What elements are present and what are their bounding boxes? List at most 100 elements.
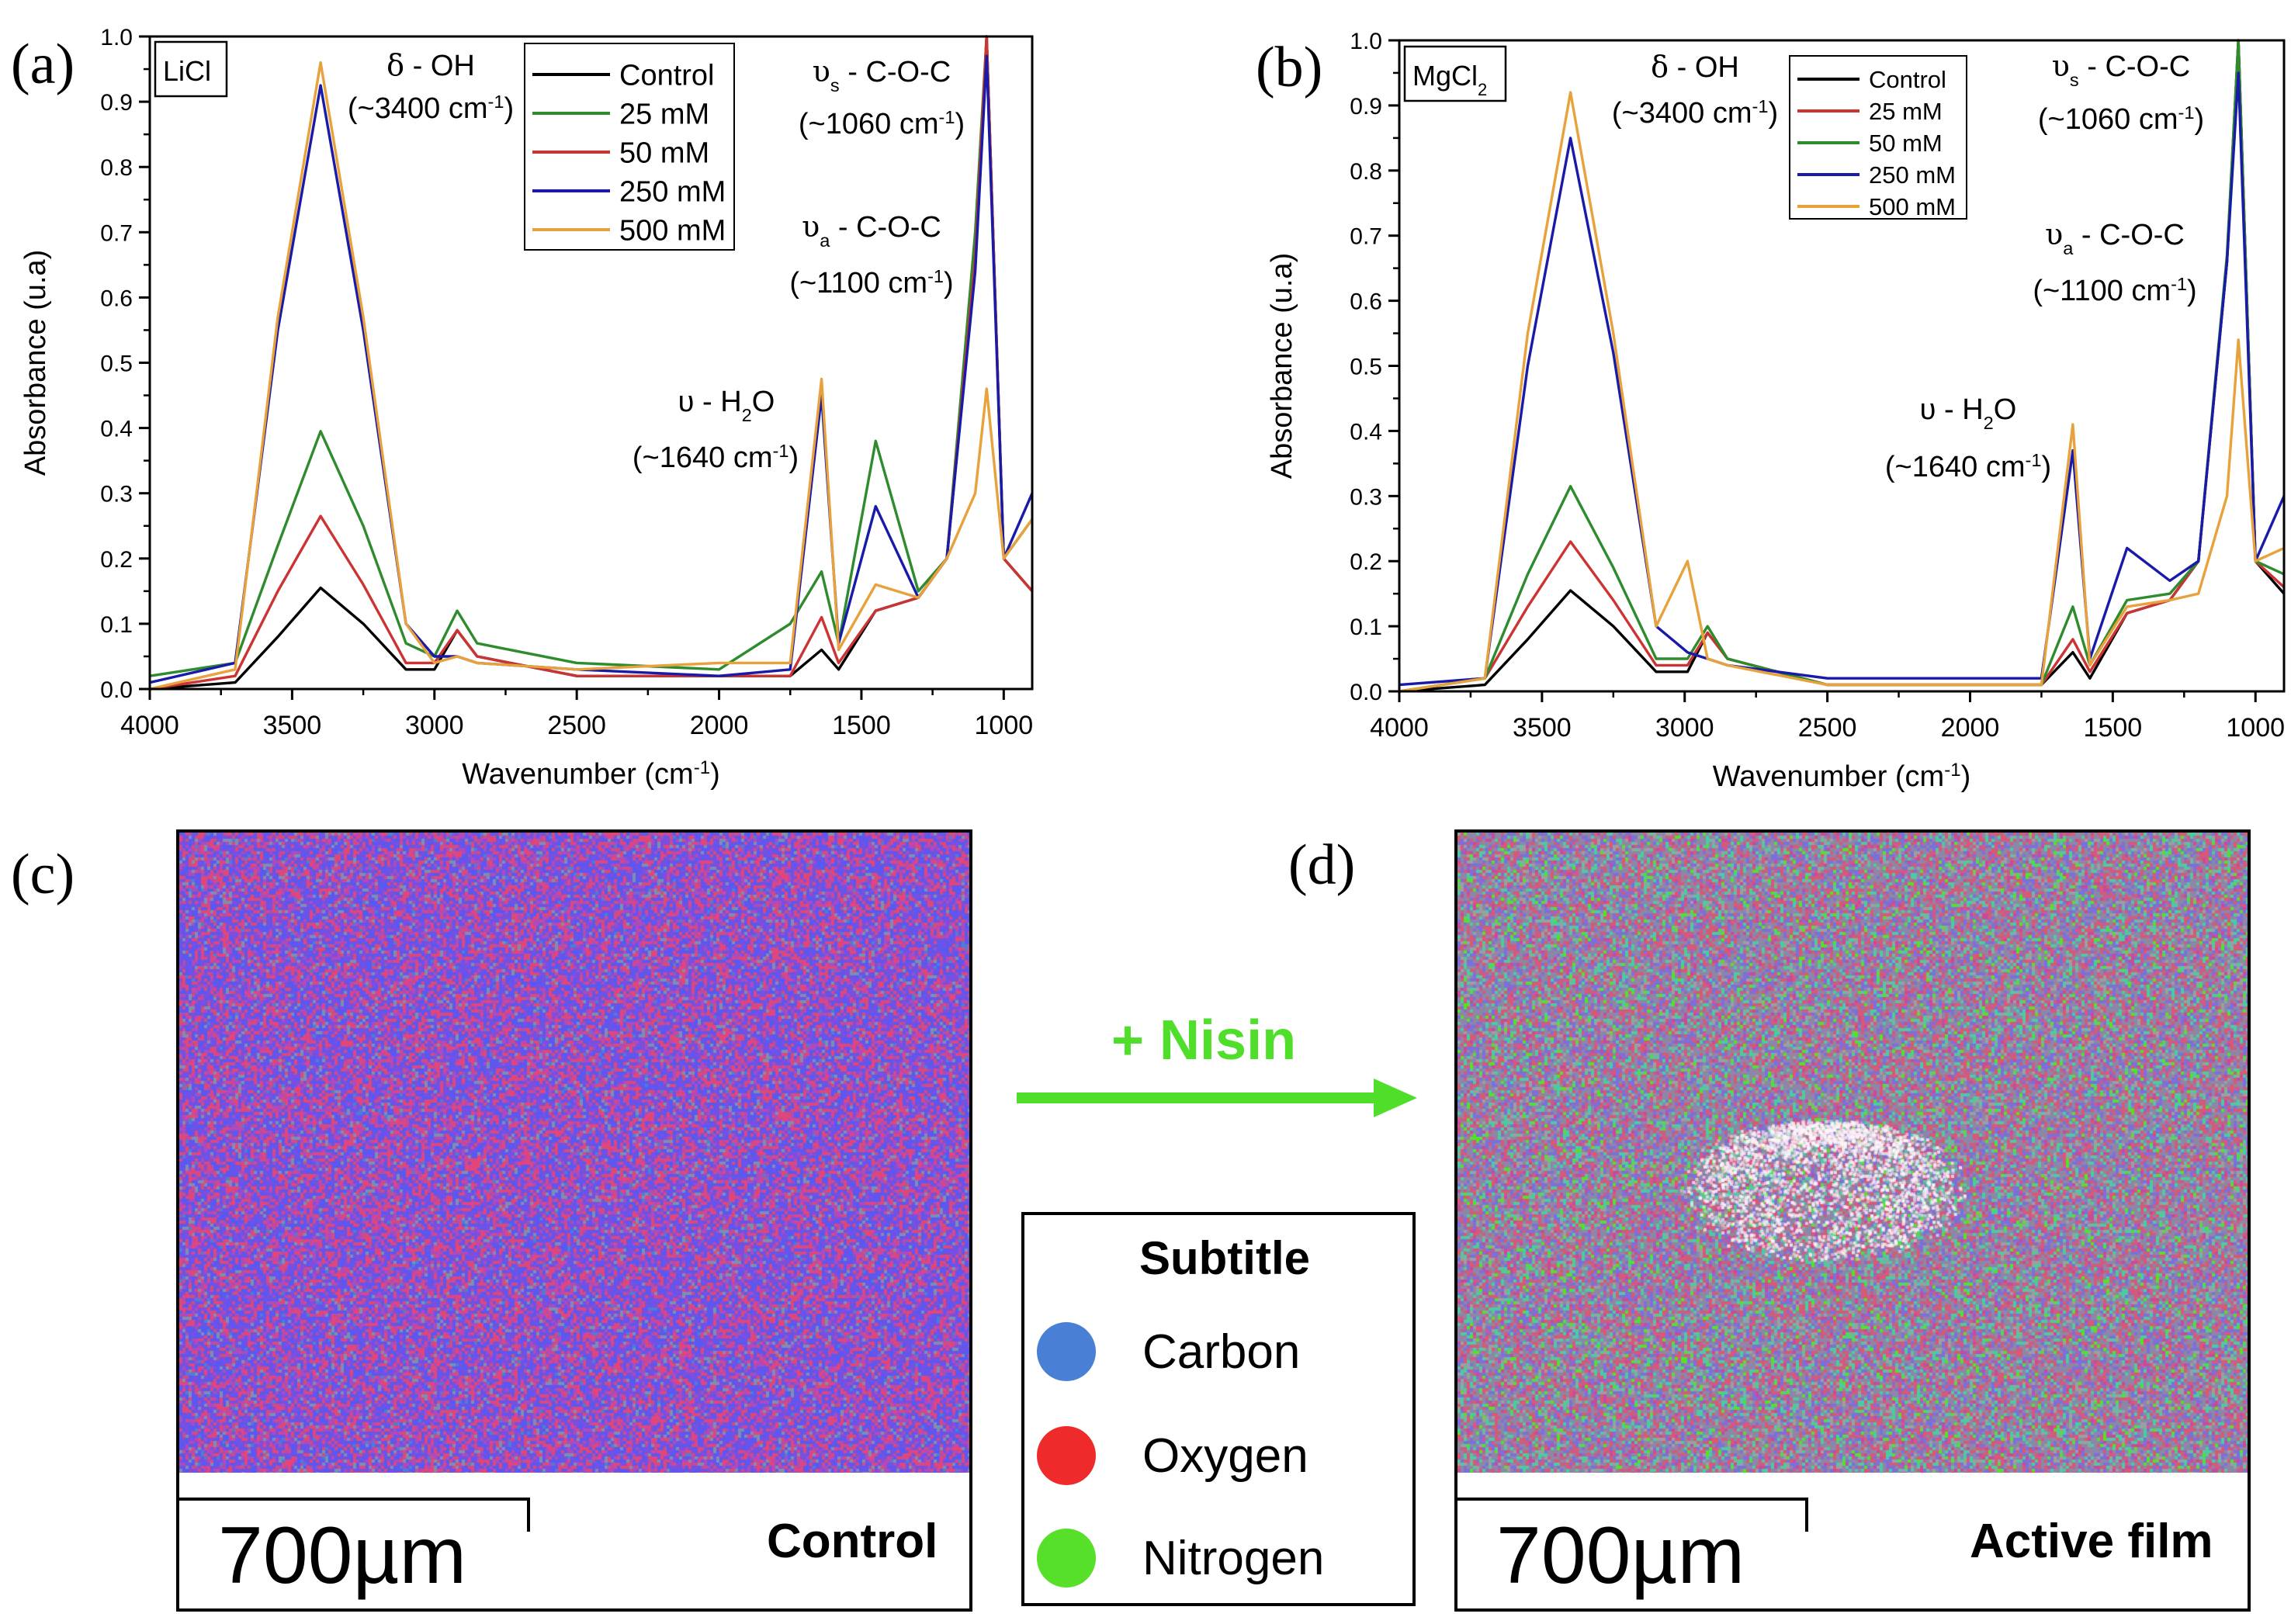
annotation-main: υa - C-O-C xyxy=(2045,217,2185,258)
x-tick-label: 3000 xyxy=(1655,713,1714,743)
y-tick-label: 1.0 xyxy=(100,25,133,50)
legend-entry: Control xyxy=(619,60,715,92)
ftir-chart-mgcl2: 4000 3500 3000 2500 2000 1500 1000 0.0 0.1 0.2 0.3… xyxy=(1266,29,2286,794)
element-legend-title: Subtitle xyxy=(1139,1232,1310,1284)
x-tick-label: 4000 xyxy=(1370,713,1429,743)
x-tick-label: 3500 xyxy=(1513,713,1572,743)
x-tick-label: 3500 xyxy=(263,711,322,740)
legend-oxygen-label: Oxygen xyxy=(1142,1429,1308,1483)
carbon-dot-icon xyxy=(1037,1322,1096,1381)
y-tick-label: 0.9 xyxy=(100,90,133,116)
nitrogen-dot-icon xyxy=(1037,1529,1096,1588)
y-axis-label: Absorbance (u.a) xyxy=(19,250,52,476)
y-tick-label: 0.3 xyxy=(1350,484,1382,510)
salt-label: MgCl2 xyxy=(1412,60,1487,99)
salt-label-box xyxy=(154,40,228,98)
legend-entry: Control xyxy=(1869,66,1946,93)
y-tick-label: 0.7 xyxy=(100,220,133,246)
x-tick-label: 1000 xyxy=(975,711,1034,740)
map-label-active-film: Active film xyxy=(1970,1515,2213,1568)
x-tick-label: 2000 xyxy=(690,711,749,740)
series-line-500-mm xyxy=(1399,91,2285,693)
panel-letter-d: (d) xyxy=(1288,833,1356,897)
scale-bar xyxy=(1457,1498,1808,1532)
annotation-wavenumber: (~1640 cm-1) xyxy=(633,441,799,474)
legend-entry: 25 mM xyxy=(1869,98,1943,125)
elemental-map-active-film: 700µm Active film xyxy=(1454,829,2251,1612)
annotation-wavenumber: (~3400 cm-1) xyxy=(348,92,514,125)
y-tick-label: 0.7 xyxy=(1350,224,1382,250)
y-tick-label: 0.4 xyxy=(100,417,133,442)
y-tick-label: 0.8 xyxy=(100,155,133,181)
legend-nitrogen-label: Nitrogen xyxy=(1142,1532,1325,1585)
salt-label-box xyxy=(1403,45,1507,102)
x-tick-label: 1000 xyxy=(2226,713,2285,743)
salt-label: LiCl xyxy=(163,55,211,87)
y-axis-label: Absorbance (u.a) xyxy=(1266,253,1298,480)
x-tick-label: 2500 xyxy=(1798,713,1857,743)
nisin-arrow xyxy=(1017,1079,1417,1117)
scale-bar-label: 700µm xyxy=(218,1511,467,1601)
y-tick-label: 0.5 xyxy=(1350,355,1382,380)
annotation-wavenumber: (~1100 cm-1) xyxy=(2033,274,2196,307)
annotation-wavenumber: (~1640 cm-1) xyxy=(1885,450,2051,483)
series-line-500-mm xyxy=(149,61,1034,691)
annotation-wavenumber: (~1060 cm-1) xyxy=(2038,102,2204,136)
panel-letter-a: (a) xyxy=(11,33,75,96)
annotation-wavenumber: (~1060 cm-1) xyxy=(799,107,965,140)
legend-entry: 250 mM xyxy=(619,176,726,209)
x-axis-label: Wavenumber (cm-1) xyxy=(1713,760,1970,794)
arrow-label: + Nisin xyxy=(1111,1009,1297,1072)
y-tick-label: 0.4 xyxy=(1350,419,1382,445)
elemental-map-control: 700µm Control xyxy=(176,829,972,1612)
x-axis-label: Wavenumber (cm-1) xyxy=(462,757,719,791)
annotation-main: υ - H2O xyxy=(678,386,775,425)
ftir-chart-licl: 4000 3500 3000 2500 2000 1500 1000 0.0 0.1 0.2 0.3… xyxy=(19,25,1034,791)
y-tick-label: 0.6 xyxy=(1350,289,1382,315)
y-tick-label: 1.0 xyxy=(1350,29,1382,54)
y-tick-label: 0.1 xyxy=(100,612,133,638)
arrow-head xyxy=(1374,1079,1417,1117)
y-tick-label: 0.6 xyxy=(100,286,133,311)
series-line-250-mm xyxy=(149,54,1034,684)
panel-letter-c: (c) xyxy=(11,843,75,906)
y-tick-label: 0.5 xyxy=(100,351,133,377)
y-tick-label: 0.2 xyxy=(1350,549,1382,575)
annotation-wavenumber: (~1100 cm-1) xyxy=(789,266,953,300)
series-line-25-mm xyxy=(149,35,1034,677)
annotation-main: υ - H2O xyxy=(1920,393,2017,433)
x-tick-label: 2500 xyxy=(547,711,606,740)
scale-bar xyxy=(179,1498,530,1532)
x-tick-label: 1500 xyxy=(2084,713,2143,743)
y-tick-label: 0.8 xyxy=(1350,159,1382,185)
x-tick-label: 2000 xyxy=(1941,713,2000,743)
panel-letter-b: (b) xyxy=(1256,36,1323,99)
annotation-main: υa - C-O-C xyxy=(802,209,941,251)
x-tick-label: 3000 xyxy=(405,711,464,740)
y-tick-label: 0.0 xyxy=(1350,680,1382,705)
annotation-main: δ - OH xyxy=(1651,50,1739,84)
x-tick-label: 1500 xyxy=(832,711,891,740)
scale-bar-label: 700µm xyxy=(1496,1511,1745,1601)
legend-carbon-label: Carbon xyxy=(1142,1325,1301,1379)
y-tick-label: 0.3 xyxy=(100,482,133,507)
control-map-canvas xyxy=(179,833,969,1473)
element-legend: Subtitle Carbon Oxygen Nitrogen xyxy=(1021,1212,1416,1606)
y-tick-label: 0.9 xyxy=(1350,94,1382,119)
annotation-main: δ - OH xyxy=(386,48,475,82)
series-legend xyxy=(1789,55,1967,220)
series-legend xyxy=(524,43,735,251)
legend-entry: 50 mM xyxy=(1869,130,1943,157)
legend-entry: 500 mM xyxy=(1869,193,1956,220)
annotation-main: υs - C-O-C xyxy=(2052,49,2190,90)
annotation-main: υs - C-O-C xyxy=(813,54,951,95)
legend-entry: 500 mM xyxy=(619,215,726,248)
annotation-wavenumber: (~3400 cm-1) xyxy=(1612,96,1778,130)
series-line-250-mm xyxy=(1399,71,2286,687)
y-tick-label: 0.1 xyxy=(1350,615,1382,640)
active-film-map-canvas xyxy=(1457,833,2248,1473)
oxygen-dot-icon xyxy=(1037,1426,1096,1485)
legend-entry: 50 mM xyxy=(619,137,709,170)
y-tick-label: 0.0 xyxy=(100,677,133,703)
y-tick-label: 0.2 xyxy=(100,547,133,573)
